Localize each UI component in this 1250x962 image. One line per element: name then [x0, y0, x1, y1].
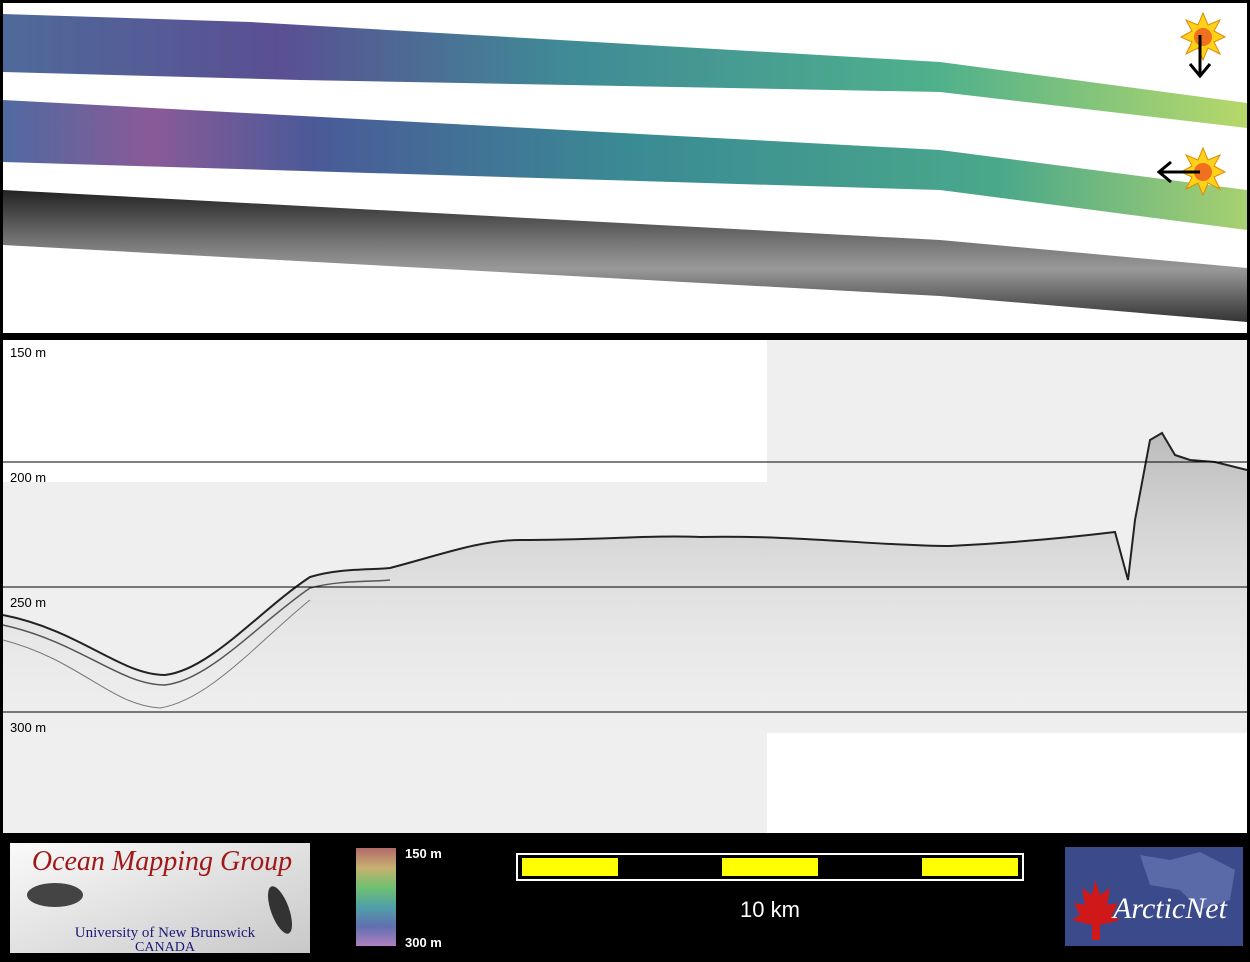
depth-label: 250 m	[10, 595, 46, 610]
logo-map	[1140, 852, 1235, 910]
color-scale	[356, 848, 396, 946]
blank-area	[3, 340, 767, 482]
omg-title: Ocean Mapping Group	[32, 846, 292, 877]
seafloor-reflector	[2, 431, 1248, 677]
depth-labels: 150 m 200 m 250 m 300 m	[10, 345, 46, 735]
depth-label: 300 m	[10, 720, 46, 735]
scale-label: 10 km	[740, 897, 800, 922]
blank-area	[767, 733, 1247, 833]
scale-segment	[522, 858, 618, 876]
omg-line1: University of New Brunswick	[75, 925, 256, 941]
sun-icon	[1156, 146, 1227, 197]
depth-label: 150 m	[10, 345, 46, 360]
logo-graphic	[27, 883, 83, 907]
maple-leaf	[1072, 880, 1120, 940]
depth-label: 200 m	[10, 470, 46, 485]
color-scale-bottom: 300 m	[405, 935, 442, 950]
scale-segment	[722, 858, 818, 876]
sun-icon	[1179, 11, 1227, 79]
omg-line2: CANADA	[135, 940, 196, 955]
logo-graphic	[267, 886, 293, 934]
swath-sun-north	[3, 14, 1247, 128]
sub-bottom-reflector	[2, 599, 311, 709]
sub-bottom-reflector	[2, 579, 391, 686]
scale-segment	[922, 858, 1018, 876]
swath-backscatter	[3, 190, 1247, 322]
arcticnet-title: ArcticNet	[1111, 892, 1228, 925]
color-scale-top: 150 m	[405, 846, 442, 861]
swath-sun-east	[3, 100, 1247, 230]
